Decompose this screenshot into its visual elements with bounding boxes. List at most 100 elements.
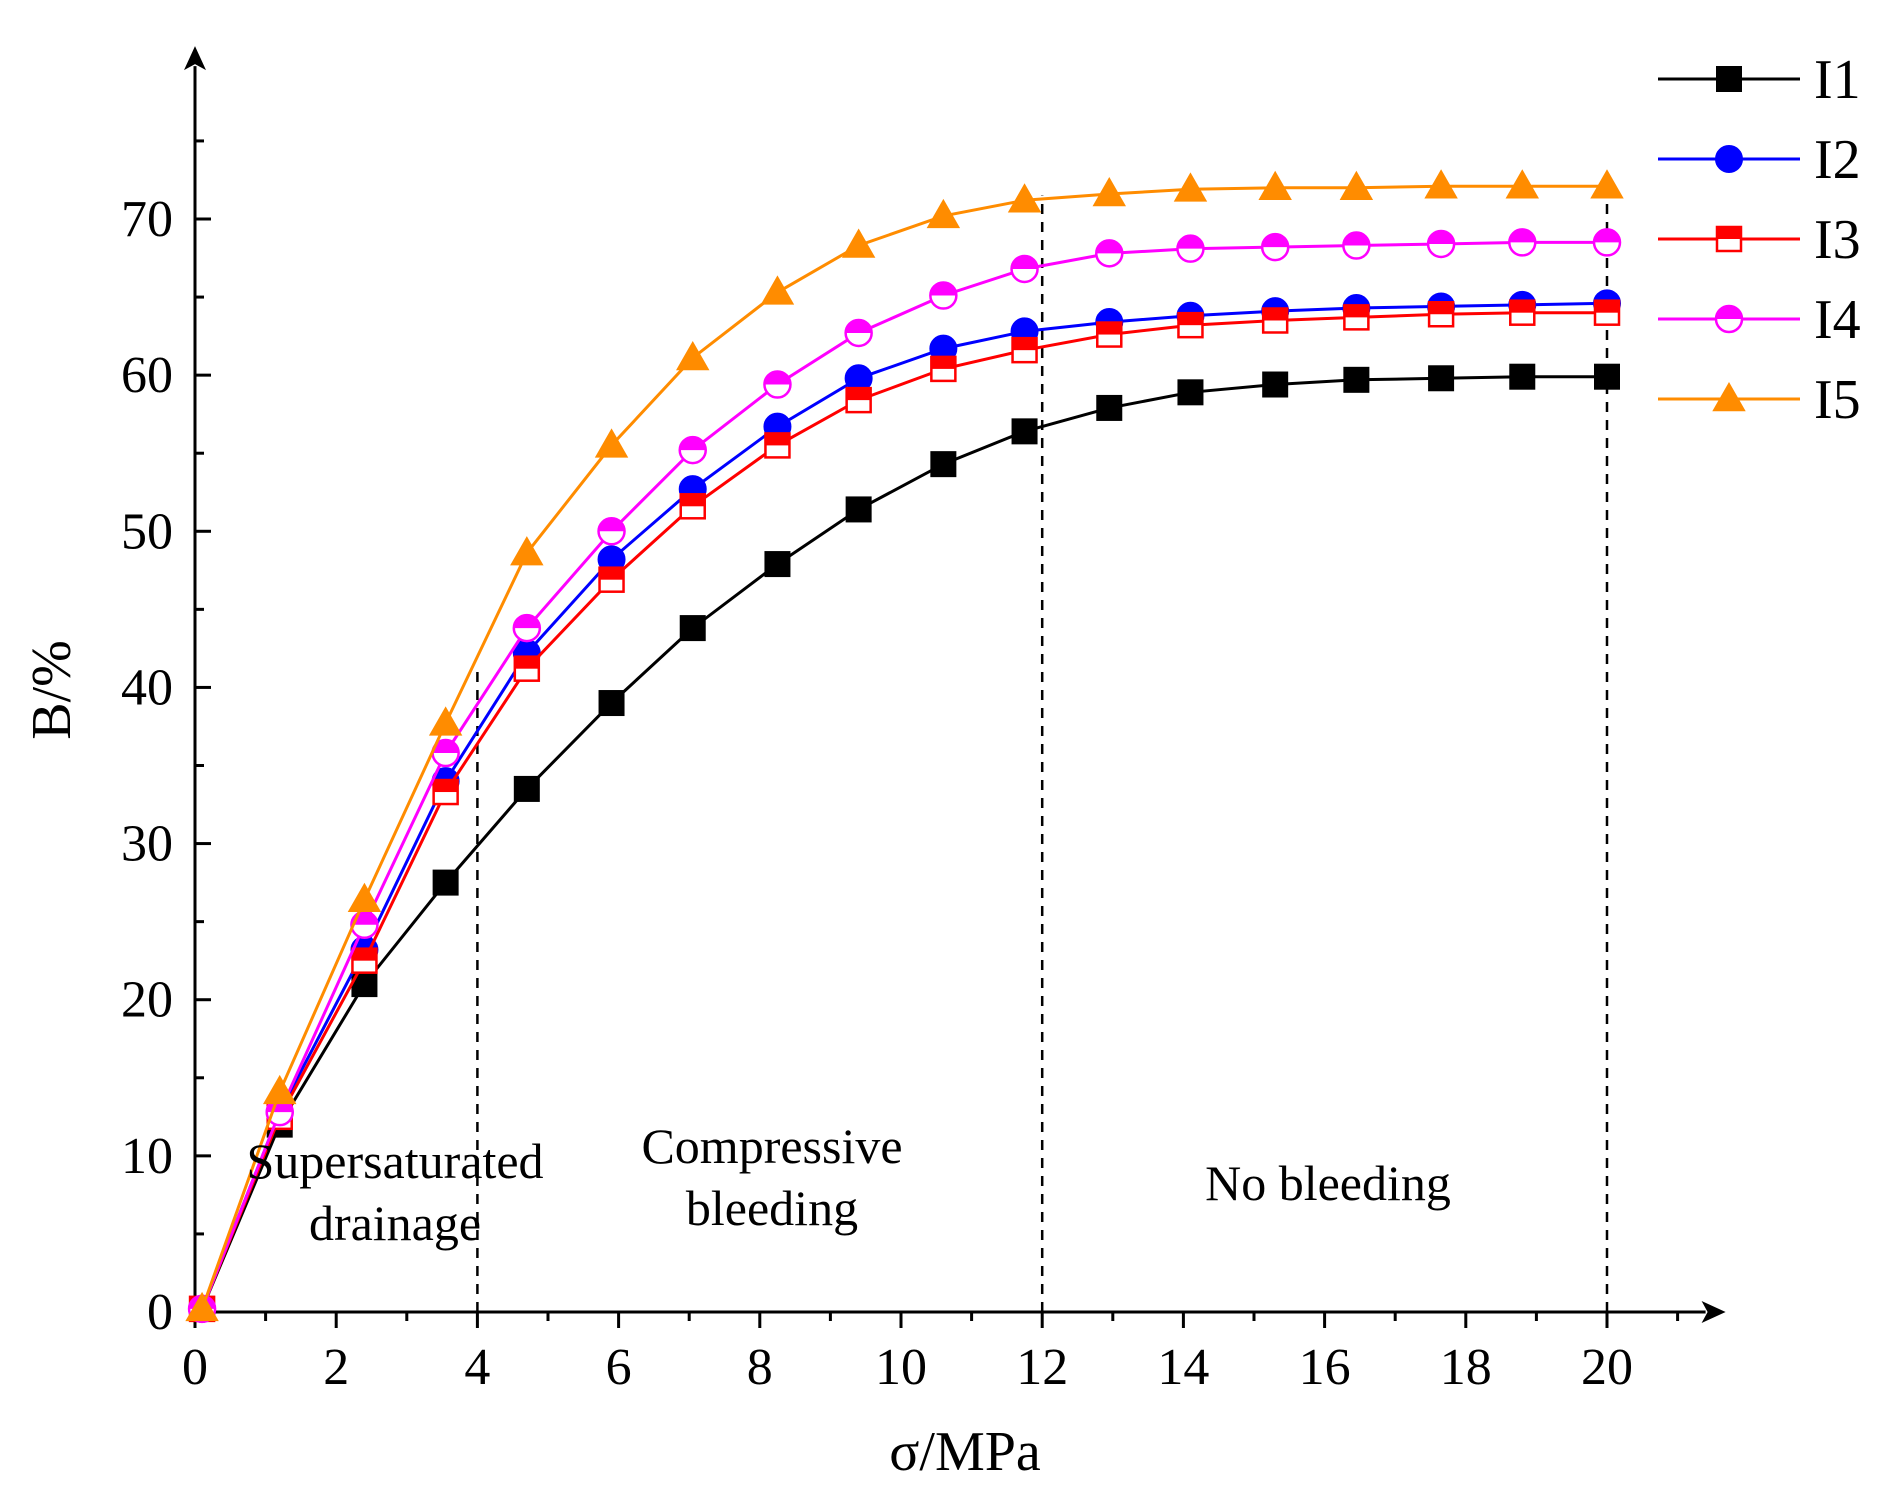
marker-fill bbox=[1429, 302, 1454, 315]
data-point bbox=[1712, 381, 1746, 412]
data-point bbox=[1177, 311, 1204, 339]
marker-fill bbox=[930, 282, 957, 296]
data-point bbox=[597, 517, 626, 546]
series-line-I1 bbox=[200, 375, 1607, 1310]
data-point bbox=[351, 947, 378, 974]
marker-fill bbox=[1011, 255, 1038, 269]
data-point bbox=[1173, 172, 1208, 202]
marker-fill bbox=[1097, 322, 1122, 335]
x-tick-label: 20 bbox=[1581, 1339, 1633, 1396]
y-tick-label: 10 bbox=[121, 1128, 173, 1185]
data-point bbox=[1007, 183, 1042, 213]
data-point bbox=[262, 1074, 297, 1105]
data-point bbox=[764, 551, 791, 578]
data-point bbox=[1343, 366, 1370, 393]
marker-shape bbox=[1096, 394, 1123, 421]
series-layer bbox=[185, 169, 1624, 1324]
marker-fill bbox=[1716, 306, 1742, 319]
data-point bbox=[1714, 304, 1744, 334]
data-point bbox=[513, 655, 541, 682]
marker-shape bbox=[845, 496, 872, 523]
marker-shape bbox=[1262, 371, 1289, 398]
y-tick-label: 40 bbox=[121, 659, 173, 716]
data-point bbox=[350, 910, 379, 940]
marker-fill bbox=[1178, 313, 1203, 326]
marker-shape bbox=[926, 198, 961, 229]
marker-shape bbox=[510, 536, 544, 566]
x-tick-label: 10 bbox=[875, 1339, 927, 1396]
data-point bbox=[926, 198, 961, 229]
marker-shape bbox=[1428, 365, 1455, 392]
marker-shape bbox=[594, 428, 629, 458]
marker-fill bbox=[1343, 232, 1370, 246]
annotation-no-bleeding-line-1: No bleeding bbox=[1205, 1155, 1451, 1211]
data-point bbox=[1011, 418, 1038, 445]
marker-fill bbox=[433, 780, 458, 793]
marker-shape bbox=[760, 275, 795, 305]
data-point bbox=[679, 493, 706, 520]
marker-fill bbox=[1717, 227, 1741, 239]
marker-fill bbox=[598, 518, 625, 532]
data-point bbox=[929, 281, 958, 310]
legend-item-I5: I5 bbox=[1658, 369, 1861, 431]
data-point bbox=[845, 496, 872, 523]
data-point bbox=[512, 613, 542, 643]
annotation-supersaturated-line-2: drainage bbox=[309, 1195, 481, 1251]
legend-label: I5 bbox=[1814, 369, 1861, 431]
reference-lines bbox=[476, 190, 1609, 1312]
x-axis-arrow bbox=[1701, 1301, 1726, 1323]
marker-shape bbox=[262, 1074, 297, 1105]
annotation-compressive-line-1: Compressive bbox=[641, 1118, 902, 1174]
annotation-compressive-line-2: bleeding bbox=[686, 1180, 858, 1236]
annotation-supersaturated-line-1: Supersaturated bbox=[246, 1133, 543, 1189]
marker-fill bbox=[513, 615, 540, 629]
marker-fill bbox=[1177, 235, 1204, 249]
data-point bbox=[930, 451, 957, 478]
data-point bbox=[930, 355, 957, 383]
x-tick-label: 18 bbox=[1440, 1339, 1492, 1396]
marker-shape bbox=[676, 340, 710, 371]
data-point bbox=[1716, 66, 1742, 92]
marker-shape bbox=[1092, 177, 1126, 207]
marker-fill bbox=[1263, 308, 1288, 321]
series-line-I5 bbox=[200, 184, 1607, 1310]
data-point bbox=[1593, 299, 1621, 326]
marker-fill bbox=[1595, 300, 1619, 313]
y-tick-label: 60 bbox=[121, 347, 173, 404]
legend-label: I1 bbox=[1814, 49, 1861, 111]
marker-fill bbox=[432, 740, 459, 754]
tick-labels: 0 2 4 6 8 10 12 14 16 18 20 0 10 20 30 40 50 60 70 bbox=[121, 191, 1633, 1396]
data-point bbox=[185, 1291, 219, 1322]
series-I5 bbox=[185, 169, 1624, 1322]
marker-shape bbox=[1173, 172, 1208, 202]
marker-fill bbox=[1509, 229, 1536, 243]
data-point bbox=[1426, 229, 1456, 259]
y-axis-arrow bbox=[184, 46, 206, 71]
data-point bbox=[1010, 254, 1039, 284]
legend-item-I3: I3 bbox=[1658, 209, 1861, 271]
x-tick-label: 14 bbox=[1157, 1339, 1209, 1396]
data-point bbox=[1258, 170, 1292, 201]
data-point bbox=[1096, 321, 1123, 348]
marker-fill bbox=[1096, 240, 1123, 254]
legend-label: I3 bbox=[1814, 209, 1861, 271]
marker-fill bbox=[599, 567, 624, 580]
data-point bbox=[764, 432, 791, 459]
data-point bbox=[1260, 232, 1290, 262]
data-point bbox=[1427, 300, 1455, 328]
data-point bbox=[432, 869, 459, 896]
marker-shape bbox=[1258, 170, 1292, 201]
axes bbox=[184, 46, 1726, 1328]
marker-fill bbox=[1344, 305, 1369, 318]
data-point bbox=[1342, 231, 1371, 260]
marker-shape bbox=[1007, 183, 1042, 213]
marker-fill bbox=[352, 948, 377, 961]
marker-shape bbox=[1712, 381, 1746, 412]
data-point bbox=[1592, 228, 1622, 257]
data-point bbox=[1509, 299, 1536, 326]
data-point bbox=[1424, 169, 1458, 199]
marker-fill bbox=[514, 656, 539, 669]
marker-fill bbox=[1012, 338, 1037, 351]
series-line-I2 bbox=[200, 301, 1608, 1310]
